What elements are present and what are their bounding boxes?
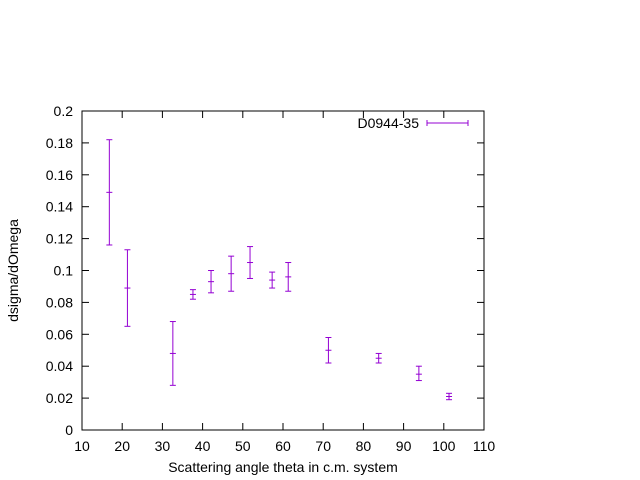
error-bar-point	[375, 352, 382, 364]
y-tick-label: 0.2	[54, 103, 74, 119]
plot-frame	[81, 110, 485, 431]
legend: D0944-35	[358, 115, 469, 131]
y-tick-label: 0.18	[46, 135, 73, 151]
x-axis-label: Scattering angle theta in c.m. system	[168, 459, 398, 475]
legend-label: D0944-35	[358, 115, 420, 131]
x-tick-label: 110	[473, 438, 496, 454]
x-tick-label: 100	[432, 438, 456, 454]
legend-key	[426, 120, 469, 126]
error-bar-point	[285, 262, 292, 292]
error-bar-point	[189, 289, 196, 300]
x-tick-label: 10	[74, 438, 90, 454]
tick-labels: 10 20 30 40 50 60 70 80 90 100 110 0 0.02 0.04 0.06 0.0…	[46, 103, 496, 454]
error-bar-point	[208, 270, 215, 294]
ticks	[81, 110, 485, 431]
y-tick-label: 0.16	[46, 167, 73, 183]
y-tick-label: 0.04	[46, 358, 73, 374]
y-tick-label: 0.1	[54, 263, 74, 279]
error-bar-point	[124, 249, 131, 327]
error-bar-point	[247, 246, 254, 279]
x-tick-label: 60	[275, 438, 291, 454]
error-bar-point	[169, 321, 176, 386]
x-tick-label: 50	[235, 438, 251, 454]
y-tick-label: 0.12	[46, 231, 73, 247]
error-bar-point	[325, 336, 332, 364]
x-tick-label: 40	[195, 438, 211, 454]
x-tick-label: 80	[356, 438, 372, 454]
x-tick-label: 20	[114, 438, 130, 454]
error-bar-point	[106, 139, 113, 246]
x-tick-label: 70	[315, 438, 331, 454]
x-tick-label: 90	[396, 438, 412, 454]
y-tick-label: 0.08	[46, 294, 73, 310]
error-bar-point	[269, 271, 276, 289]
x-tick-label: 30	[155, 438, 171, 454]
y-tick-label: 0.06	[46, 326, 73, 342]
y-tick-label: 0.14	[46, 199, 73, 215]
y-tick-label: 0	[65, 422, 73, 438]
y-tick-label: 0.02	[46, 390, 73, 406]
data-marks	[106, 139, 453, 401]
error-bar-point	[415, 365, 422, 382]
error-bar-point	[446, 392, 453, 401]
y-axis-label: dsigma/dOmega	[5, 219, 21, 322]
error-bar-point	[228, 255, 235, 292]
